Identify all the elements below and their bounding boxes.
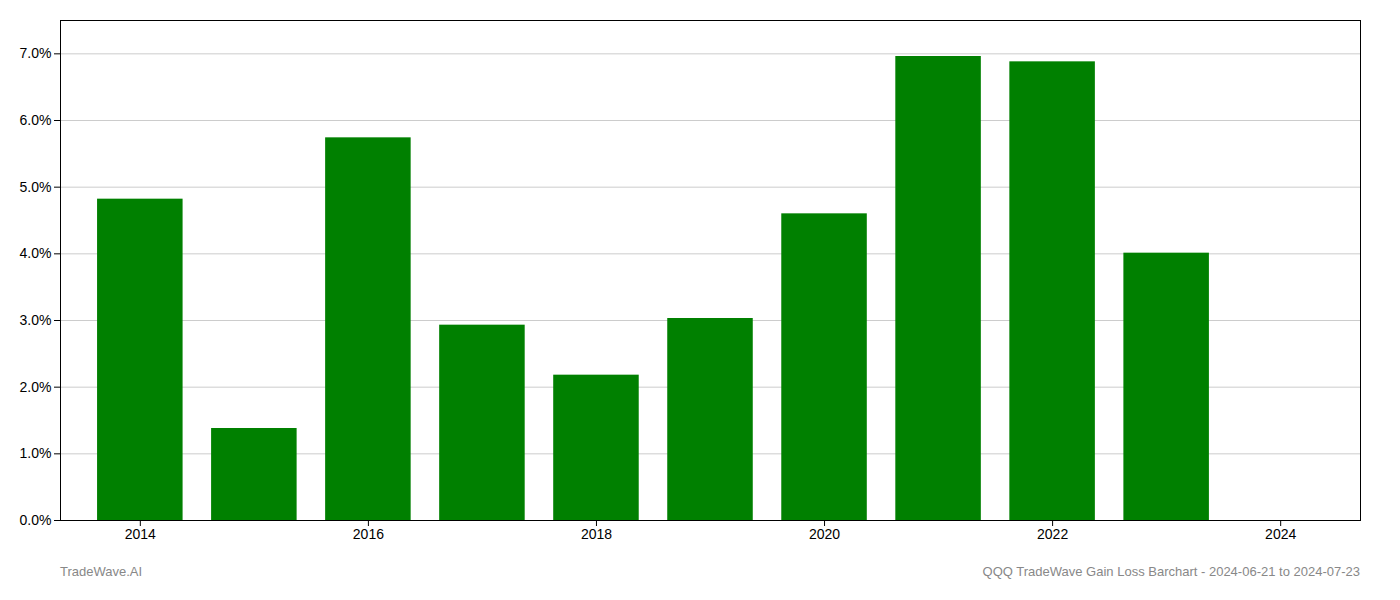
svg-text:2.0%: 2.0% — [20, 379, 52, 395]
svg-text:0.0%: 0.0% — [20, 512, 52, 528]
svg-text:1.0%: 1.0% — [20, 445, 52, 461]
html-text:TradeWave.AI: TradeWave.AI — [60, 564, 143, 579]
svg-text:2024: 2024 — [1265, 526, 1296, 542]
svg-text:4.0%: 4.0% — [20, 245, 52, 261]
svg-text:2016: 2016 — [353, 526, 384, 542]
svg-text:2022: 2022 — [1037, 526, 1068, 542]
svg-text:3.0%: 3.0% — [20, 312, 52, 328]
svg-text:5.0%: 5.0% — [20, 179, 52, 195]
svg-text:2018: 2018 — [581, 526, 612, 542]
svg-text:2014: 2014 — [125, 526, 156, 542]
svg-text:6.0%: 6.0% — [20, 112, 52, 128]
html-text:QQQ TradeWave Gain Loss Barcha: QQQ TradeWave Gain Loss Barchart - 2024-… — [982, 564, 1360, 579]
svg-text:7.0%: 7.0% — [20, 45, 52, 61]
svg-text:2020: 2020 — [809, 526, 840, 542]
